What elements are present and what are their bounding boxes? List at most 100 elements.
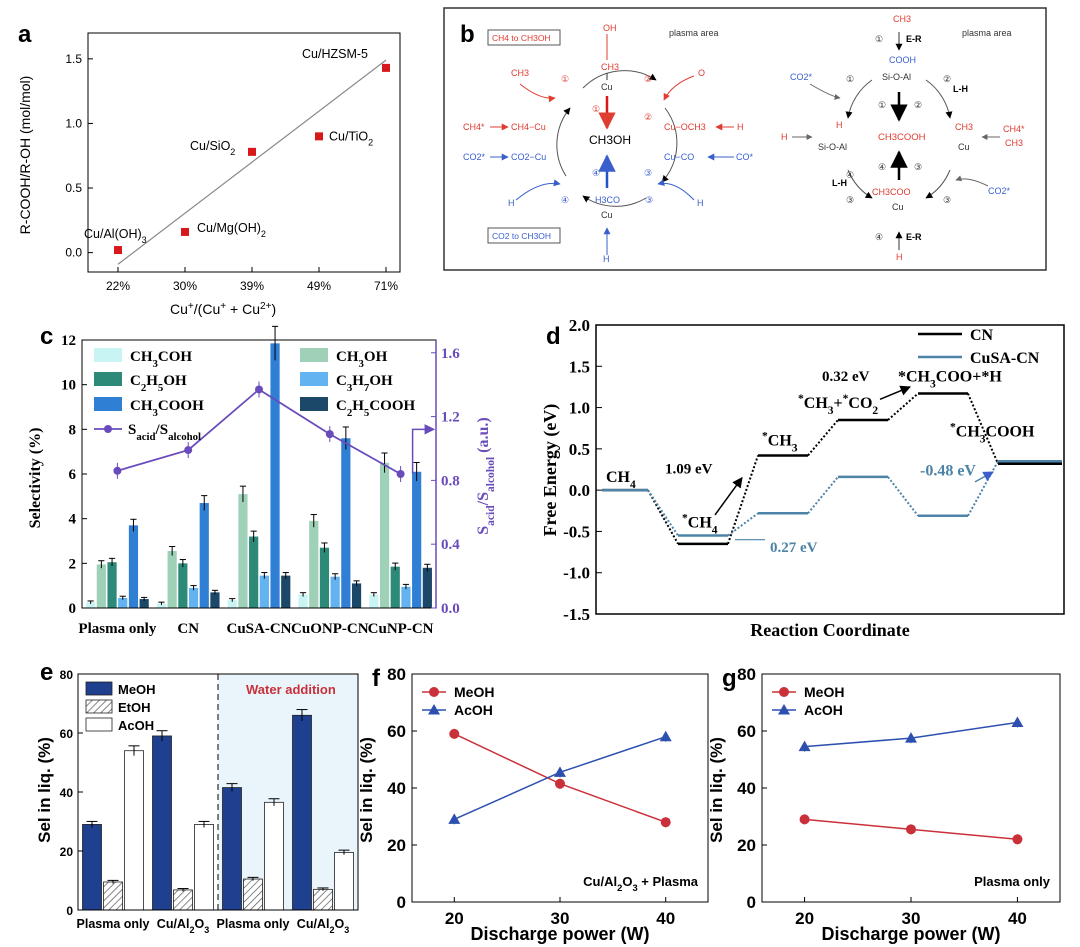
step-2-mid: ② xyxy=(644,112,652,122)
species-ch3-top: CH3 xyxy=(893,14,911,24)
cycle-arc xyxy=(847,169,873,199)
species-co2-star: CO2* xyxy=(463,152,486,162)
step-1: ① xyxy=(561,74,569,84)
species-h-sioal: H xyxy=(836,120,843,130)
bar xyxy=(178,563,188,608)
bar xyxy=(249,536,259,608)
panel-letter: e xyxy=(40,659,53,686)
y-tick-label: 8 xyxy=(69,422,77,438)
data-point xyxy=(1012,834,1023,845)
co2-to-ch3oh-box xyxy=(487,227,561,244)
ch4-to-ch3oh-label: CH4 to CH3OH xyxy=(492,33,551,43)
energy-connector xyxy=(807,476,839,514)
species-cu: Cu xyxy=(601,82,613,92)
y-tick-label: 40 xyxy=(387,779,406,798)
annotation-arrow xyxy=(974,471,994,483)
panel-letter: f xyxy=(372,665,381,692)
legend-label: MeOH xyxy=(118,682,156,697)
legend-swatch xyxy=(94,348,122,362)
bar xyxy=(222,787,242,911)
species-ch3coo: CH3COO xyxy=(872,187,911,197)
species-ch3: CH3 xyxy=(601,62,619,72)
er-label: E-R xyxy=(906,34,922,44)
y-tick-label: 20 xyxy=(60,845,74,859)
data-point xyxy=(659,730,672,742)
panel-letter: b xyxy=(460,21,475,48)
annotation: 0.32 eV xyxy=(822,369,870,385)
x-tick-label: 40 xyxy=(656,909,675,928)
bar xyxy=(351,583,362,608)
condition-label: Plasma only xyxy=(974,874,1051,889)
y-tick-label: 12 xyxy=(61,333,76,349)
y-tick-label: 60 xyxy=(387,722,406,741)
species-ch4-cu: CH4−Cu xyxy=(511,122,546,132)
x-axis-title: Cu+/(Cu+ + Cu2+) xyxy=(170,301,276,318)
step-3-c: ③ xyxy=(914,162,922,172)
panel-letter: a xyxy=(18,21,32,48)
legend-swatch xyxy=(94,372,122,386)
species-h-right2: H xyxy=(697,198,704,208)
annotation: 0.27 eV xyxy=(770,540,818,556)
step-4-b: ④ xyxy=(875,232,883,242)
species-sioal: Si-O-Al xyxy=(882,72,911,82)
panel-g-chart: 0 20 40 60 80 20 30 40 MeOH AcOH Plasma only Sel in… xyxy=(707,665,1061,944)
step-3-b: ③ xyxy=(645,195,653,205)
energy-connector xyxy=(727,512,759,537)
species-h-right: H xyxy=(737,122,744,132)
legend-label: CH3OH xyxy=(336,349,388,370)
y2-tick-label: 1.2 xyxy=(441,410,460,426)
cycle-arc xyxy=(582,70,657,89)
fit-line xyxy=(117,59,387,265)
state-label: CH4 xyxy=(606,469,636,491)
legend-swatch xyxy=(85,681,113,696)
x-tick-label: Plasma only xyxy=(217,917,290,931)
annotation: 1.09 eV xyxy=(665,462,713,478)
x-axis-title: Discharge power (W) xyxy=(470,924,649,944)
legend-marker xyxy=(429,687,439,697)
y-tick-label: 20 xyxy=(387,836,406,855)
bar xyxy=(118,597,128,608)
species-h-bottom-2: H xyxy=(896,252,903,262)
x-tick-label: 39% xyxy=(240,279,264,293)
y2-tick-label: 0.8 xyxy=(441,473,460,489)
energy-connector xyxy=(727,455,759,545)
y-tick-label: -1.0 xyxy=(563,564,590,583)
y-tick-label: 0.0 xyxy=(569,481,590,500)
legend-label: CH3COH xyxy=(130,349,192,370)
cycle-arc xyxy=(556,107,571,177)
step-3: ③ xyxy=(644,168,652,178)
y-tick-label: 60 xyxy=(60,727,74,741)
bar xyxy=(156,603,167,608)
step-4-c: ④ xyxy=(878,162,886,172)
species-cu-r: Cu xyxy=(958,142,970,152)
y2-axis-title: Sacid/Salcohol (a.u.) xyxy=(475,417,497,535)
x-axis-title: Discharge power (W) xyxy=(821,924,1000,944)
data-point xyxy=(448,813,461,824)
lh-label: L-H xyxy=(953,84,968,94)
legend-label: CuSA-CN xyxy=(970,350,1040,367)
data-point xyxy=(382,63,390,72)
legend-swatch xyxy=(300,348,328,362)
y-tick-label: 1.0 xyxy=(569,399,590,418)
curved-arrow xyxy=(955,175,989,187)
x-tick-label: 71% xyxy=(374,279,398,293)
x-tick-label: 20 xyxy=(445,909,464,928)
step-4-l: ④ xyxy=(846,170,854,180)
bar xyxy=(313,888,333,911)
data-point xyxy=(555,778,565,789)
data-point xyxy=(906,824,916,835)
y-tick-label: 0.5 xyxy=(65,181,82,195)
lh-label-2: L-H xyxy=(832,178,847,188)
data-point xyxy=(905,732,917,743)
y-tick-label: 0 xyxy=(66,904,73,918)
y-axis-title: R-COOH/R-OH (mol/mol) xyxy=(17,76,33,235)
curved-arrow xyxy=(515,179,561,201)
y-tick-label: 1.5 xyxy=(569,357,590,376)
er-label-2: E-R xyxy=(906,232,922,242)
legend-marker xyxy=(779,687,789,697)
x-tick-label: Plasma only xyxy=(78,621,156,637)
ratio-point xyxy=(184,446,193,455)
species-h3co: H3CO xyxy=(595,195,620,205)
x-tick-label: 20 xyxy=(795,909,814,928)
y-tick-label: 10 xyxy=(61,378,76,394)
